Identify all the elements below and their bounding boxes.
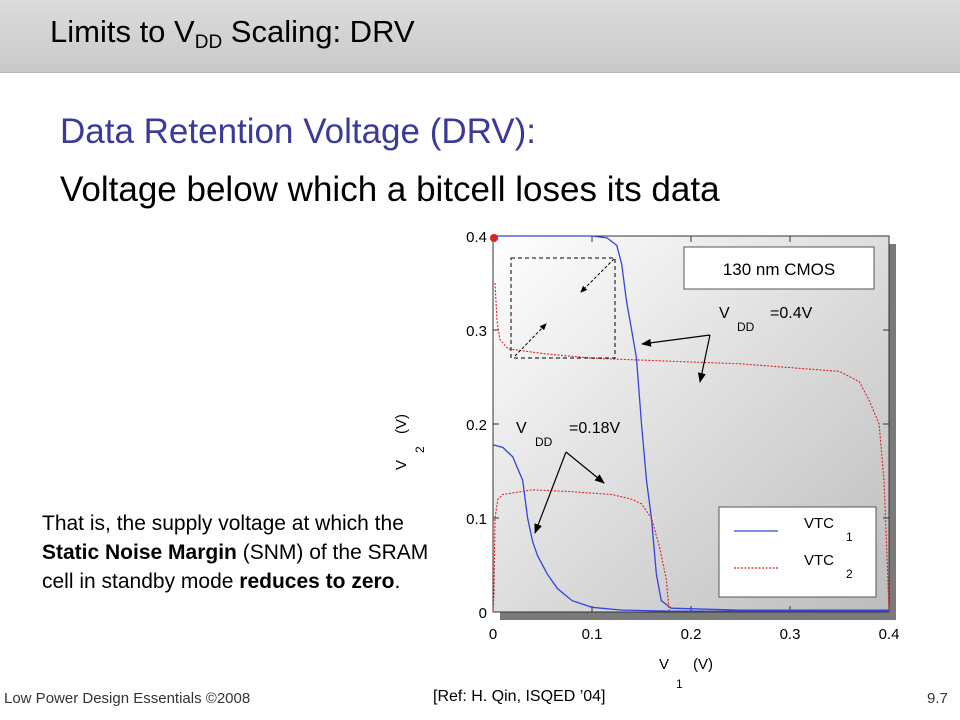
desc-bold1: Static Noise Margin [42, 541, 237, 564]
annotation-high-rest: =0.4V [770, 305, 813, 322]
desc-part1: That is, the supply voltage at which the [42, 512, 404, 535]
description-text: That is, the supply voltage at which the… [42, 509, 442, 596]
x-axis-label-main: V [659, 656, 669, 673]
series-vtc1_vdd018 [492, 444, 889, 612]
legend-label-vtc2: VTC [804, 552, 834, 569]
legend: VTC 1 VTC 2 [718, 506, 877, 598]
y-tick-label: 0.4 [466, 229, 487, 246]
page-number: 9.7 [927, 690, 948, 707]
y-tick-label: 0.3 [466, 323, 487, 340]
legend-sub-vtc2: 2 [846, 567, 853, 581]
y-tick-label: 0.2 [466, 417, 487, 434]
series-vtc1_vdd04 [493, 235, 889, 611]
annotation-low-sub: DD [535, 435, 553, 449]
snm-arrow-up [514, 323, 547, 357]
legend-label-vtc1: VTC [804, 515, 834, 532]
x-tick-labels: 0 0.1 0.2 0.3 0.4 [489, 626, 900, 643]
snm-arrow-down [580, 258, 615, 293]
footer-reference: [Ref: H. Qin, ISQED ’04] [433, 688, 606, 705]
y-tick-labels: 0 0.1 0.2 0.3 0.4 [466, 229, 487, 622]
footer-course: Low Power Design Essentials ©2008 [4, 690, 251, 707]
annotation-high-arrow-1 [641, 334, 711, 347]
y-axis-label: V 2 (V) [393, 414, 427, 470]
legend-sub-vtc1: 1 [846, 530, 853, 544]
annotation-vdd-low: V DD =0.18V [516, 420, 620, 534]
y-tick-label: 0.1 [466, 511, 487, 528]
title-subscript: DD [194, 32, 223, 53]
y-axis-label-unit: (V) [393, 414, 410, 434]
snm-square [510, 257, 616, 359]
x-axis-label-sub: 1 [676, 677, 683, 691]
x-axis-label-unit: (V) [693, 656, 713, 673]
title-rest: Scaling: DRV [222, 14, 415, 49]
annotation-vdd-high: V DD =0.4V [641, 305, 813, 383]
tech-label: 130 nm CMOS [723, 260, 835, 279]
x-tick-label: 0.2 [681, 626, 702, 643]
subtitle-line2: Voltage below which a bitcell loses its … [60, 170, 720, 209]
start-point-marker [490, 234, 498, 242]
x-tick-label: 0 [489, 626, 497, 643]
y-axis-label-main: V [393, 460, 410, 470]
annotation-low-arrow-2 [565, 451, 605, 484]
tech-label-box: 130 nm CMOS [683, 246, 875, 290]
y-axis-label-sub: 2 [413, 446, 427, 453]
x-axis-label: V 1 (V) [659, 656, 713, 691]
series-layer [492, 235, 890, 613]
series-vtc2_vdd018 [492, 489, 670, 613]
annotation-low-main: V [516, 420, 527, 437]
slide-title: Limits to VDD Scaling: DRV [50, 14, 415, 54]
desc-part2: (SNM) of the SRAM cell in standby mode [42, 541, 429, 593]
annotation-high-sub: DD [737, 320, 755, 334]
header-bar [0, 0, 960, 73]
annotation-low-rest: =0.18V [569, 420, 620, 437]
x-tick-label: 0.3 [780, 626, 801, 643]
series-vtc2_vdd04 [494, 282, 890, 613]
annotation-low-arrow-1 [534, 451, 567, 534]
desc-bold2: reduces to zero [239, 570, 395, 593]
desc-part3: . [394, 570, 401, 593]
annotation-high-arrow-2 [697, 334, 711, 383]
annotation-high-main: V [719, 305, 730, 322]
subtitle-line1: Data Retention Voltage (DRV): [60, 112, 537, 151]
x-tick-label: 0.4 [879, 626, 900, 643]
title-main: Limits to V [50, 14, 195, 49]
x-tick-label: 0.1 [582, 626, 603, 643]
y-tick-label: 0 [479, 605, 487, 622]
